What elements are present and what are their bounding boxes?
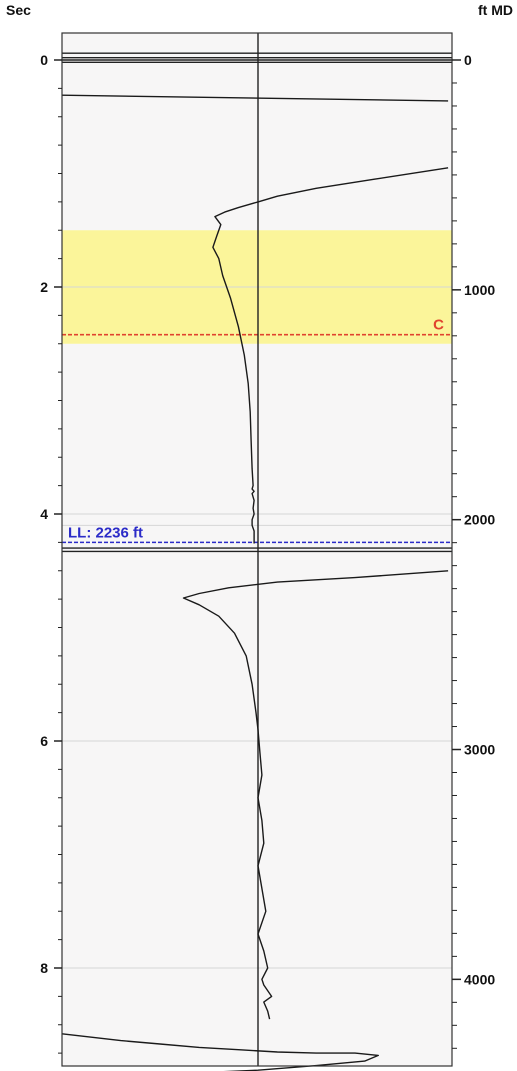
right-tick-label-3000: 3000 [464, 742, 495, 758]
left-tick-label-4: 4 [40, 506, 48, 522]
marker-label-0: C [433, 317, 444, 334]
series-line-2 [212, 167, 449, 544]
right-tick-label-2000: 2000 [464, 512, 495, 528]
right-tick-label-1000: 1000 [464, 282, 495, 298]
plot-area [62, 33, 452, 1066]
left-tick-label-2: 2 [40, 279, 48, 295]
left-tick-label-8: 8 [40, 960, 48, 976]
marker-label-1: LL: 2236 ft [68, 524, 143, 541]
left-tick-label-6: 6 [40, 733, 48, 749]
series-line-1 [61, 94, 449, 102]
right-tick-label-4000: 4000 [464, 971, 495, 987]
plot-border [61, 32, 453, 1067]
right-axis-title: ft MD [478, 2, 513, 18]
series-line-3 [182, 570, 449, 1020]
left-tick-label-0: 0 [40, 52, 48, 68]
series-line-4 [61, 1033, 379, 1071]
right-tick-label-0: 0 [464, 52, 472, 68]
left-axis-title: Sec [6, 2, 31, 18]
